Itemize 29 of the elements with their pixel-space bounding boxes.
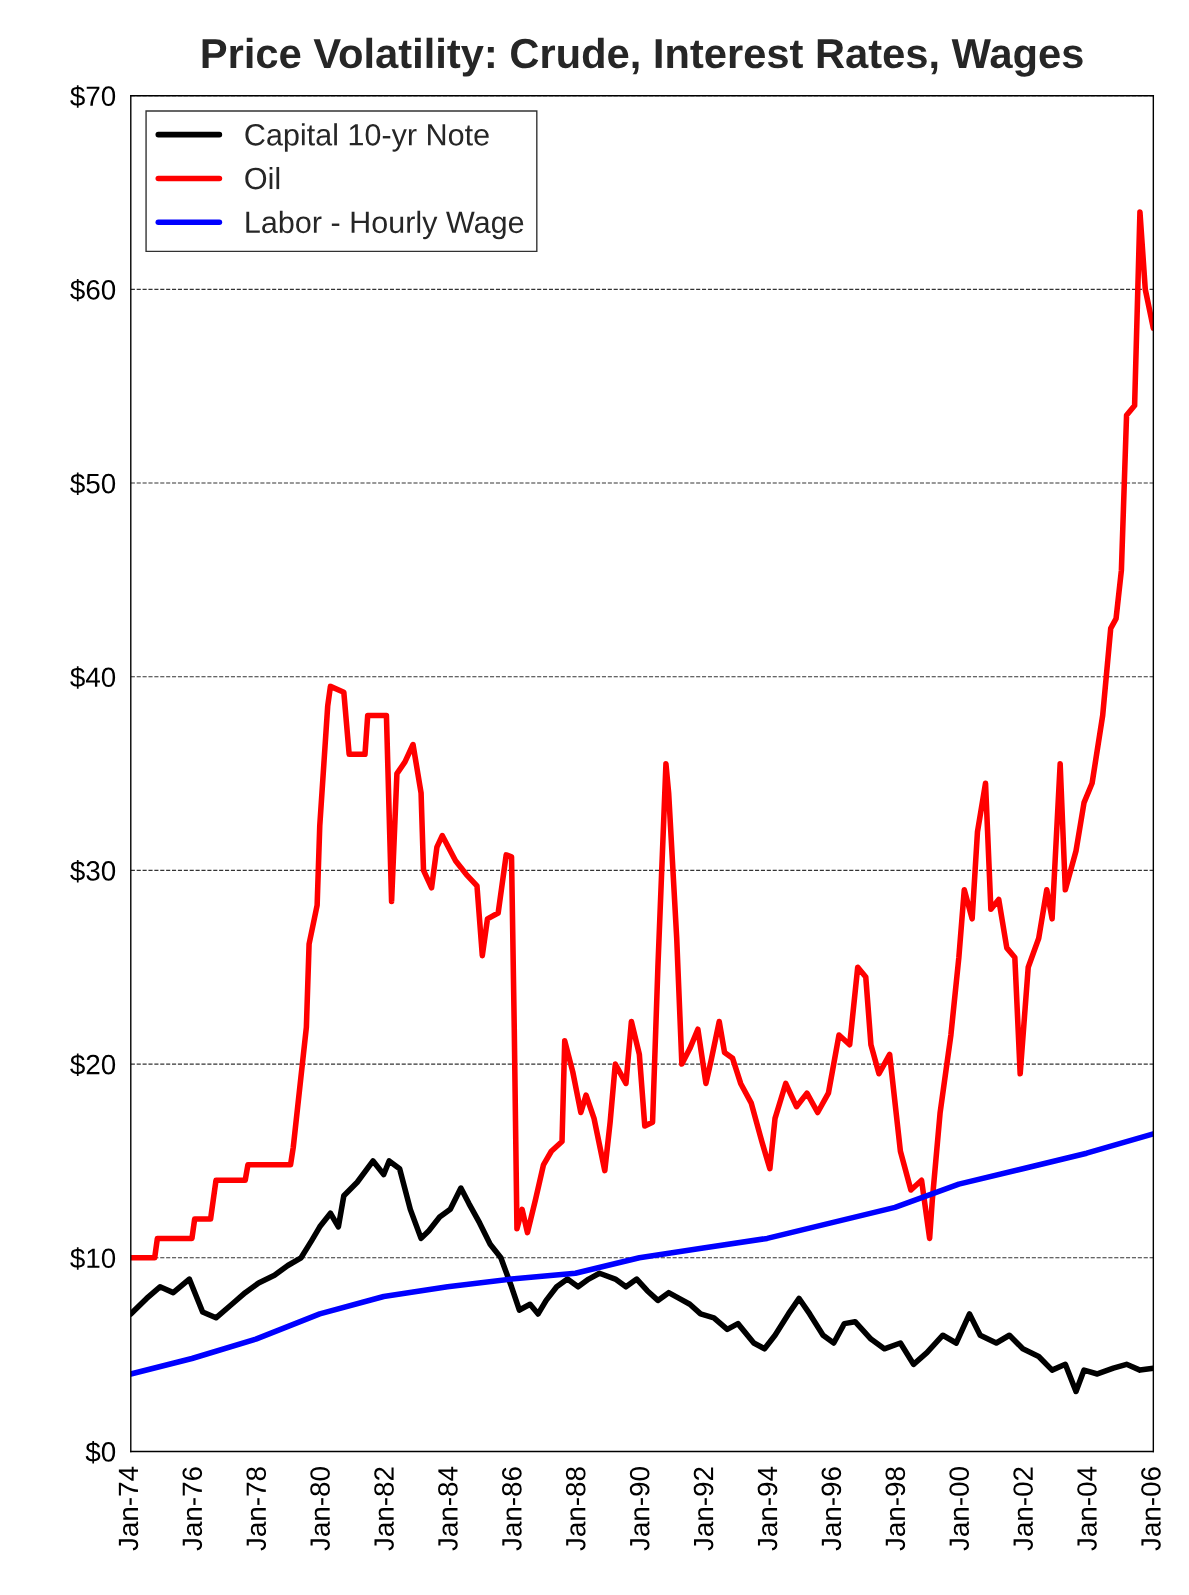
x-tick-label: Jan-74 [118, 1466, 139, 1551]
x-tick-label: Jan-82 [374, 1467, 394, 1551]
x-tick-label: Jan-76 [182, 1467, 203, 1551]
y-tick-label: $20 [70, 1053, 116, 1077]
x-tick-label: Jan-04 [1077, 1466, 1097, 1551]
x-tick-label: Jan-90 [629, 1467, 650, 1551]
x-tick-label: Jan-96 [821, 1467, 842, 1551]
x-tick-label: Jan-86 [502, 1467, 522, 1551]
y-tick-label: $10 [70, 1247, 116, 1270]
legend-label: Labor - Hourly Wage [246, 210, 524, 240]
x-tick-label: Jan-94 [757, 1466, 778, 1551]
y-tick-label: $60 [70, 278, 116, 302]
x-tick-label: Jan-98 [885, 1467, 906, 1551]
chart-title: Price Volatility: Crude, Interest Rates, Wages [202, 37, 1083, 77]
x-tick-label: Jan-06 [1141, 1467, 1161, 1551]
x-tick-label: Jan-00 [949, 1467, 970, 1551]
x-tick-label: Jan-92 [693, 1467, 714, 1551]
x-tick-label: Jan-78 [246, 1467, 267, 1551]
x-tick-label: Jan-02 [1013, 1467, 1033, 1551]
y-tick-label: $70 [70, 85, 116, 108]
y-tick-label: $50 [70, 472, 116, 496]
x-tick-label: Jan-80 [310, 1467, 330, 1551]
x-tick-label: Jan-84 [438, 1466, 458, 1551]
y-tick-label: $40 [70, 666, 116, 689]
legend-label: Oil [245, 166, 280, 190]
x-tick-label: Jan-88 [565, 1467, 586, 1551]
legend-label: Capital 10-yr Note [245, 123, 489, 152]
y-tick-label: $0 [85, 1440, 116, 1464]
y-tick-label: $30 [70, 859, 116, 883]
